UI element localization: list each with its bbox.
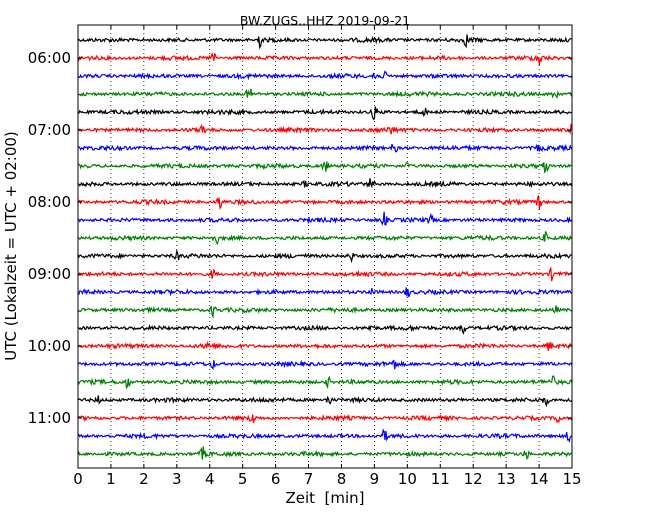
seismic-trace: [78, 160, 573, 173]
y-tick-label: 06:00: [28, 49, 71, 67]
y-tick-label: 09:00: [28, 265, 71, 283]
x-tick-label: 15: [562, 470, 581, 488]
seismic-trace: [77, 178, 573, 189]
seismic-trace: [77, 123, 573, 135]
seismic-trace: [77, 106, 573, 120]
seismic-trace: [77, 375, 573, 390]
x-tick-label: 10: [398, 470, 417, 488]
axis-layer: 0 1 2 3 4 5 6 7 8 9 10 11 12 13 14 1506:0007:0008:0009:…: [28, 25, 582, 488]
seismic-trace: [77, 249, 572, 264]
seismic-trace: [77, 323, 573, 335]
plot-frame: [77, 24, 573, 469]
x-tick-label: 7: [304, 470, 314, 488]
x-tick-label: 0: [73, 470, 83, 488]
seismic-trace: [77, 305, 573, 319]
seismic-trace: [77, 88, 573, 99]
seismic-trace: [77, 34, 573, 50]
chart-title: BW.ZUGS..HHZ 2019-09-21: [240, 13, 410, 28]
x-tick-label: 3: [172, 470, 182, 488]
x-tick-label: 9: [370, 470, 380, 488]
x-tick-label: 11: [431, 470, 450, 488]
seismic-trace: [77, 266, 573, 282]
seismic-trace: [77, 143, 573, 153]
y-tick-label: 11:00: [28, 409, 71, 427]
seismic-trace: [77, 340, 573, 351]
x-tick-label: 8: [337, 470, 347, 488]
x-tick-label: 4: [205, 470, 215, 488]
y-tick-label: 10:00: [28, 337, 71, 355]
x-tick-label: 2: [139, 470, 149, 488]
x-tick-label: 1: [106, 470, 116, 488]
seismic-trace: [77, 231, 573, 246]
y-tick-label: 08:00: [28, 193, 71, 211]
y-axis-label: UTC (Lokalzeit = UTC + 02:00): [2, 131, 20, 361]
seismic-trace: [77, 446, 573, 460]
seismic-trace: [77, 51, 573, 66]
x-tick-label: 14: [530, 470, 549, 488]
seismic-trace: [77, 359, 573, 371]
x-tick-label: 5: [238, 470, 248, 488]
x-axis-label: Zeit [min]: [285, 489, 364, 507]
seismic-trace: [77, 395, 573, 408]
seismic-trace: [77, 195, 573, 211]
seismic-trace: [78, 211, 573, 226]
seismic-trace: [77, 70, 573, 81]
x-tick-label: 6: [271, 470, 281, 488]
y-tick-label: 07:00: [28, 121, 71, 139]
seismic-trace: [77, 287, 573, 298]
trace-layer: [77, 34, 573, 460]
x-tick-label: 13: [497, 470, 516, 488]
seismic-trace: [77, 413, 573, 424]
x-tick-label: 12: [464, 470, 483, 488]
seismic-trace: [77, 428, 573, 443]
